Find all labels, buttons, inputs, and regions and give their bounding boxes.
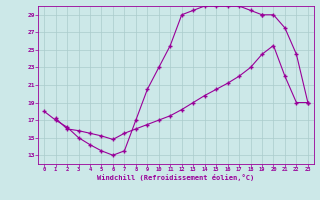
X-axis label: Windchill (Refroidissement éolien,°C): Windchill (Refroidissement éolien,°C) bbox=[97, 174, 255, 181]
